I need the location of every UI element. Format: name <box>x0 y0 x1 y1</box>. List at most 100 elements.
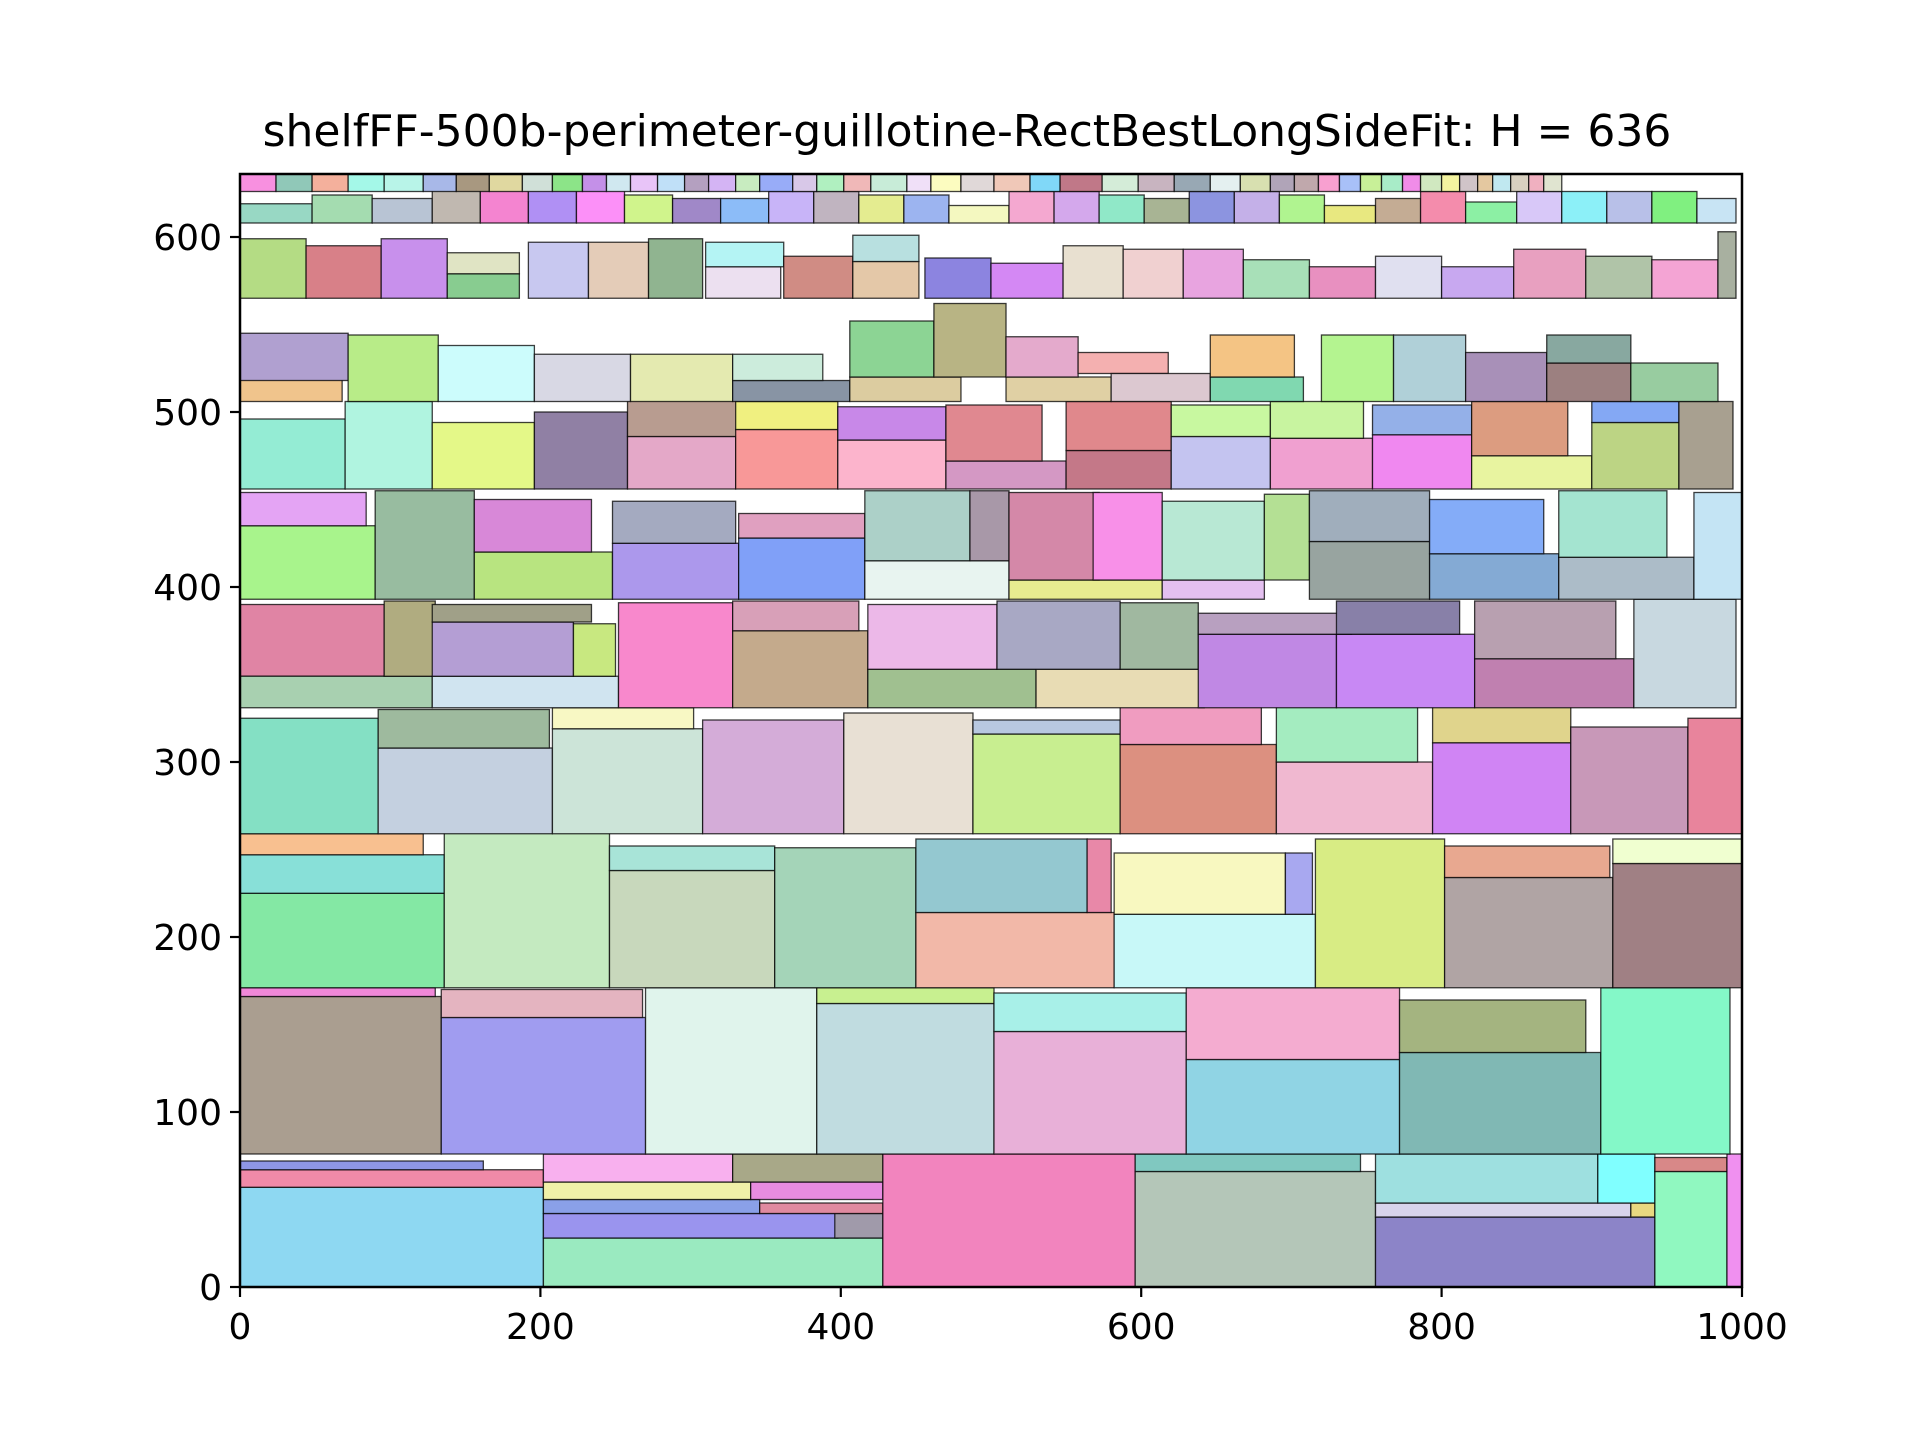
packed-rect <box>738 537 866 600</box>
packed-rect <box>1633 598 1737 709</box>
packed-rect <box>1726 1153 1743 1288</box>
packed-rect <box>1374 197 1422 224</box>
packed-rect <box>1401 173 1422 193</box>
packed-rect <box>1008 579 1163 600</box>
packed-rect <box>1113 852 1287 915</box>
packed-rect <box>1398 999 1587 1054</box>
packed-rect <box>738 512 866 539</box>
packed-rect <box>623 194 674 224</box>
packed-rect <box>521 173 554 193</box>
packed-rect <box>945 460 1067 490</box>
packed-rect <box>344 400 433 490</box>
packed-rect <box>1134 1153 1362 1173</box>
packed-rect <box>1308 540 1431 600</box>
packed-rect <box>383 600 436 677</box>
packed-rect <box>1170 404 1272 438</box>
plot-area <box>239 173 1743 1288</box>
packed-rect <box>239 892 445 989</box>
packed-rect <box>347 173 385 193</box>
packed-rect <box>239 987 436 998</box>
packed-rect <box>1543 173 1563 193</box>
packed-rect <box>1269 400 1365 439</box>
packed-rect <box>735 400 839 431</box>
packed-rect <box>849 376 962 403</box>
packed-rect <box>383 173 424 193</box>
packed-rect <box>1431 742 1572 835</box>
packed-rect <box>683 173 710 193</box>
packed-rect <box>1263 493 1311 581</box>
packed-rect <box>1473 600 1617 660</box>
packed-rect <box>1597 1153 1656 1204</box>
packed-rect <box>816 173 845 193</box>
packed-rect <box>533 353 632 403</box>
packed-rect <box>533 411 629 490</box>
packed-rect <box>735 173 761 193</box>
packed-rect <box>1693 491 1743 600</box>
packed-rect <box>1470 400 1569 457</box>
y-tick-label: 500 <box>153 393 222 434</box>
packed-rect <box>993 1030 1187 1155</box>
packed-rect <box>858 194 905 224</box>
packed-rect <box>473 551 614 600</box>
packed-rect <box>575 187 626 224</box>
packed-rect <box>1546 334 1632 364</box>
packed-rect <box>617 602 734 709</box>
packed-rect <box>479 187 530 224</box>
packed-rect <box>431 621 575 677</box>
x-axis: 0 200 400 600 800 1000 <box>229 1287 1788 1348</box>
packed-rect <box>239 675 433 709</box>
packed-rect <box>732 379 851 403</box>
packed-rect <box>1065 449 1172 490</box>
x-tick-label: 600 <box>1107 1307 1176 1348</box>
packed-rect <box>1035 668 1205 709</box>
x-tick-label: 800 <box>1407 1307 1476 1348</box>
packed-rect <box>1510 173 1530 193</box>
packed-rect <box>1308 266 1377 299</box>
y-axis: 0 100 200 300 400 500 600 <box>153 218 240 1309</box>
packed-rect <box>993 173 1031 193</box>
packed-rect <box>311 173 349 193</box>
packed-rect <box>608 869 776 989</box>
packed-rect <box>1098 194 1145 224</box>
packed-rect <box>1374 1153 1599 1204</box>
packed-rect <box>1612 838 1743 865</box>
packed-rect <box>440 988 644 1019</box>
packed-rect <box>1161 500 1266 581</box>
packed-rect <box>1209 334 1296 378</box>
y-tick-label: 0 <box>199 1268 222 1309</box>
packed-rect <box>732 1153 884 1183</box>
packed-rect <box>239 491 367 527</box>
packed-rect <box>1005 336 1079 378</box>
packed-rect <box>945 404 1043 462</box>
packed-rect <box>774 847 917 989</box>
packed-rect <box>864 490 971 562</box>
packed-rect <box>704 241 785 268</box>
packed-rect <box>377 747 554 835</box>
packed-rect <box>542 1181 752 1201</box>
packed-rect <box>915 911 1115 989</box>
packed-rect <box>852 234 920 263</box>
packed-rect <box>1134 1170 1377 1288</box>
packed-rect <box>1558 490 1668 558</box>
packed-rect <box>431 421 536 490</box>
packed-rect <box>275 173 313 193</box>
packed-rect <box>1317 173 1341 193</box>
packed-rect <box>1443 876 1614 989</box>
packed-rect <box>1119 743 1278 835</box>
packed-rect <box>239 1169 545 1188</box>
packed-rect <box>608 845 776 872</box>
packed-rect <box>732 630 869 709</box>
packed-rect <box>870 173 908 193</box>
packed-rect <box>1606 190 1653 224</box>
packed-rect <box>380 238 448 299</box>
packed-rect <box>431 675 620 709</box>
packed-rect <box>1431 705 1572 744</box>
packed-rect <box>867 603 998 670</box>
packed-rect <box>972 719 1121 735</box>
packed-rect <box>446 273 521 299</box>
packed-rect <box>572 623 617 677</box>
packed-rect <box>1269 437 1374 490</box>
packed-rect <box>1464 201 1518 224</box>
packed-rect <box>732 600 860 632</box>
